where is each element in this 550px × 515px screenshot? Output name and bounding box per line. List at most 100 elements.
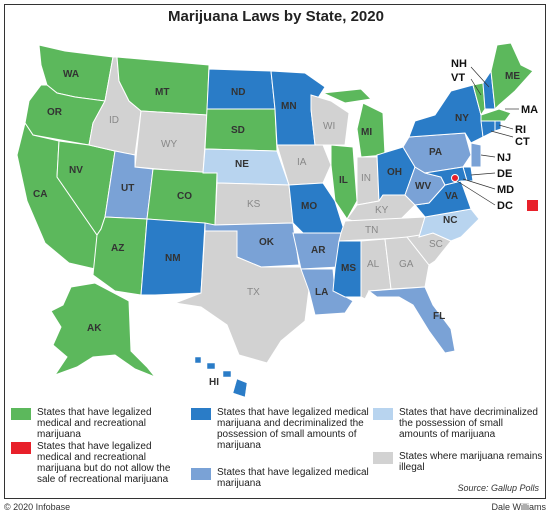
legend-label-medical: States that have legalized medical marij… <box>217 467 369 489</box>
state-mi[interactable] <box>356 102 386 158</box>
label-wi: WI <box>323 121 335 132</box>
label-nd: ND <box>231 87 245 98</box>
label-ut: UT <box>121 183 134 194</box>
label-nm: NM <box>165 253 181 264</box>
label-id: ID <box>109 115 119 126</box>
label-dc: DC <box>497 200 513 212</box>
label-oh: OH <box>387 167 402 178</box>
label-in: IN <box>361 173 371 184</box>
state-nm[interactable] <box>140 218 206 296</box>
label-me: ME <box>505 71 520 82</box>
label-mo: MO <box>301 201 317 212</box>
legend-item-decrim: States that have decriminalized the poss… <box>373 407 543 440</box>
label-mt: MT <box>155 87 169 98</box>
callout-lines <box>456 66 519 206</box>
swatch-illegal <box>373 452 393 464</box>
label-wv: WV <box>415 181 431 192</box>
map-title: Marijuana Laws by State, 2020 <box>168 8 384 25</box>
label-ri: RI <box>515 124 526 136</box>
label-ny: NY <box>455 113 469 124</box>
label-vt: VT <box>451 72 465 84</box>
label-sc: SC <box>429 239 443 250</box>
label-va: VA <box>445 191 458 202</box>
label-ia: IA <box>297 157 307 168</box>
legend: States that have legalized medical and r… <box>11 405 543 497</box>
label-nj: NJ <box>497 152 511 164</box>
legend-label-rec-no-sale: States that have legalized medical and r… <box>37 441 171 485</box>
label-la: LA <box>315 287 328 298</box>
state-ma[interactable] <box>480 108 512 122</box>
label-co: CO <box>177 191 192 202</box>
swatch-medical-decrim <box>191 408 211 420</box>
label-ca: CA <box>33 189 47 200</box>
label-ms: MS <box>341 263 356 274</box>
label-ne: NE <box>235 159 249 170</box>
legend-label-medical-decrim: States that have legalized medical marij… <box>217 407 369 451</box>
state-mi-up[interactable] <box>321 88 373 104</box>
state-ny[interactable] <box>408 84 484 144</box>
state-az[interactable] <box>92 216 148 296</box>
label-il: IL <box>339 175 348 186</box>
label-mn: MN <box>281 101 297 112</box>
label-tx: TX <box>247 287 260 298</box>
legend-label-recreational: States that have legalized medical and r… <box>37 407 152 440</box>
legend-label-decrim: States that have decriminalized the poss… <box>399 407 538 440</box>
state-ak[interactable] <box>50 282 157 379</box>
label-ky: KY <box>375 205 389 216</box>
label-hi: HI <box>209 377 219 388</box>
label-ma: MA <box>521 104 538 116</box>
legend-item-medical-decrim: States that have legalized medical marij… <box>191 407 369 451</box>
legend-item-recreational: States that have legalized medical and r… <box>11 407 186 440</box>
swatch-rec-no-sale <box>11 442 31 454</box>
legend-item-medical: States that have legalized medical marij… <box>191 467 369 489</box>
dc-swatch <box>527 200 538 211</box>
state-nj[interactable] <box>470 142 482 168</box>
swatch-medical <box>191 468 211 480</box>
label-wa: WA <box>63 69 79 80</box>
label-mi: MI <box>361 127 372 138</box>
label-pa: PA <box>429 147 442 158</box>
legend-item-rec-no-sale: States that have legalized medical and r… <box>11 441 186 485</box>
legend-item-illegal: States where marijuana remains illegal <box>373 451 543 473</box>
label-ar: AR <box>311 245 326 256</box>
label-md: MD <box>497 184 514 196</box>
dc-marker[interactable] <box>451 174 459 182</box>
state-me[interactable] <box>490 42 534 111</box>
author: Dale Williams <box>491 502 546 512</box>
copyright: © 2020 Infobase <box>4 502 71 512</box>
label-al: AL <box>367 259 380 270</box>
label-de: DE <box>497 168 512 180</box>
label-az: AZ <box>111 243 124 254</box>
swatch-recreational <box>11 408 31 420</box>
source-note: Source: Gallup Polls <box>457 483 539 493</box>
label-ks: KS <box>247 199 261 210</box>
label-ok: OK <box>259 237 275 248</box>
state-fl[interactable] <box>367 286 456 354</box>
state-hi-oahu[interactable] <box>206 362 216 370</box>
state-tx[interactable] <box>173 230 310 364</box>
swatch-decrim <box>373 408 393 420</box>
label-or: OR <box>47 107 63 118</box>
label-ak: AK <box>87 323 102 334</box>
state-ct[interactable] <box>480 120 496 138</box>
state-hi-kauai[interactable] <box>194 356 202 364</box>
label-tn: TN <box>365 225 378 236</box>
label-ct: CT <box>515 136 530 148</box>
label-ga: GA <box>399 259 414 270</box>
callout-labels: NH VT MA RI CT NJ DE MD DC <box>451 58 538 212</box>
state-wi[interactable] <box>310 94 350 146</box>
state-hi-maui[interactable] <box>222 370 232 378</box>
legend-label-illegal: States where marijuana remains illegal <box>399 451 543 473</box>
label-nc: NC <box>443 215 457 226</box>
us-map: WA OR CA NV ID MT WY UT CO AZ NM ND SD N… <box>16 42 538 398</box>
label-fl: FL <box>433 311 445 322</box>
state-labels: WA OR CA NV ID MT WY UT CO AZ NM ND SD N… <box>33 69 520 388</box>
label-nh: NH <box>451 58 467 70</box>
state-ri[interactable] <box>494 120 502 132</box>
state-la[interactable] <box>300 268 354 316</box>
label-wy: WY <box>161 139 177 150</box>
state-hi-big[interactable] <box>232 378 248 398</box>
map-frame: Marijuana Laws by State, 2020 <box>4 4 546 499</box>
label-nv: NV <box>69 165 83 176</box>
state-ga[interactable] <box>384 236 430 290</box>
